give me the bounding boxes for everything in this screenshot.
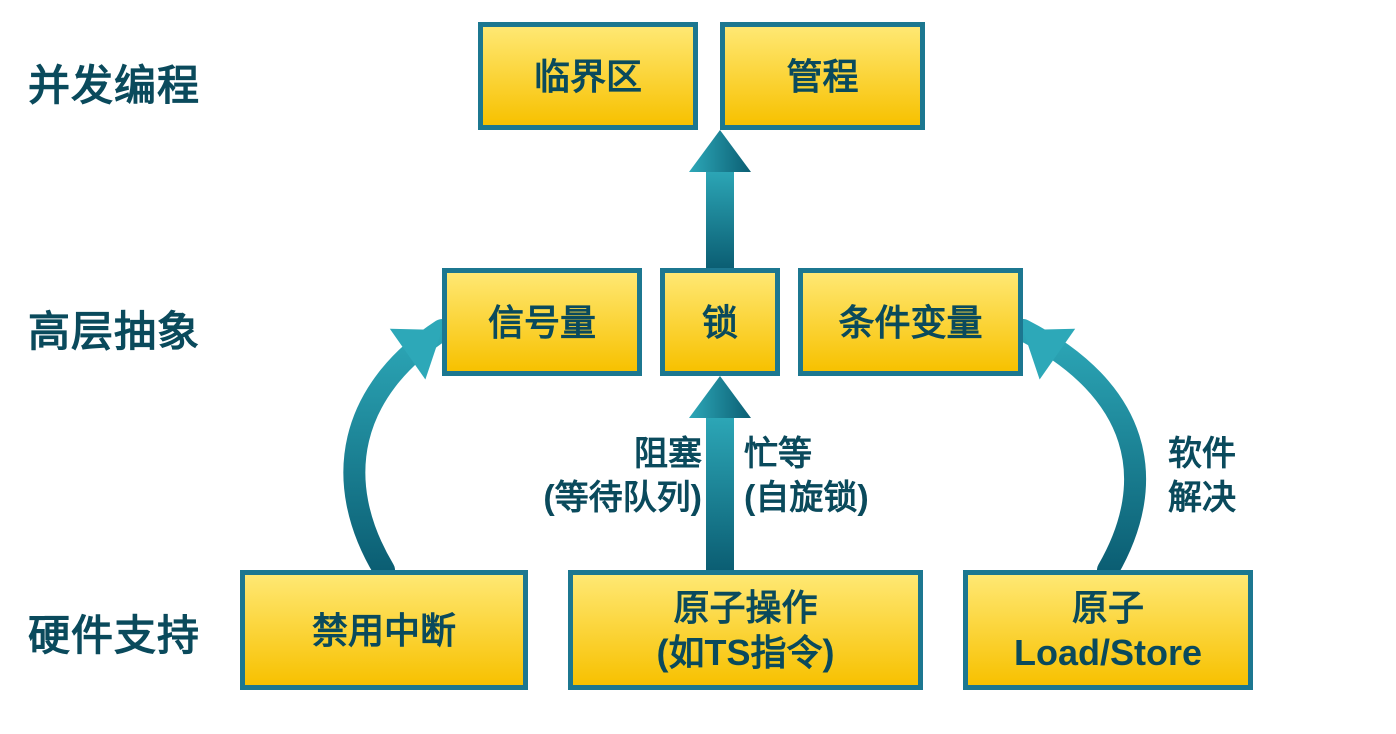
edge-label-sw_label: 软件 解决 xyxy=(1168,432,1308,520)
node-disable_int: 禁用中断 xyxy=(240,570,528,690)
edge-label-busy_label: 忙等 (自旋锁) xyxy=(744,432,944,520)
arrow-curve-right_curve xyxy=(1023,330,1135,570)
diagram-stage: 并发编程高层抽象硬件支持 临界区管程信号量锁条件变量禁用中断原子操作 (如TS指令… xyxy=(0,0,1396,734)
node-semaphore: 信号量 xyxy=(442,268,642,376)
arrow-stem-bottom_to_mid xyxy=(706,414,734,570)
node-lock: 锁 xyxy=(660,268,780,376)
edge-label-block_label: 阻塞 (等待队列) xyxy=(502,432,702,520)
node-atomic_op: 原子操作 (如TS指令) xyxy=(568,570,923,690)
node-critical: 临界区 xyxy=(478,22,698,130)
arrow-head-mid_to_top xyxy=(689,130,751,172)
node-monitor: 管程 xyxy=(720,22,925,130)
node-atomic_ls: 原子 Load/Store xyxy=(963,570,1253,690)
row-label-row2: 高层抽象 xyxy=(28,298,200,359)
row-label-row1: 并发编程 xyxy=(28,52,200,113)
arrow-curve-left_curve xyxy=(354,330,442,570)
node-condvar: 条件变量 xyxy=(798,268,1023,376)
arrow-head-bottom_to_mid xyxy=(689,376,751,418)
arrow-stem-mid_to_top xyxy=(706,168,734,268)
row-label-row3: 硬件支持 xyxy=(28,602,200,663)
